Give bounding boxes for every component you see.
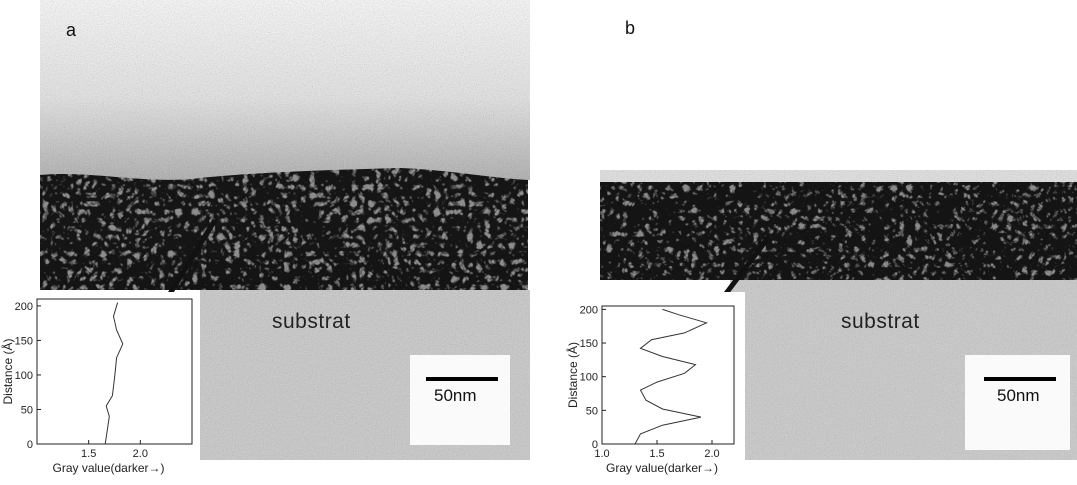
- y-axis-label: Distance (Å): [0, 338, 15, 404]
- scale-bar: [426, 377, 498, 381]
- plot-frame: [36, 298, 193, 445]
- scale-label: 50nm: [997, 386, 1040, 405]
- x-tick-label: 1.0: [594, 448, 609, 460]
- x-tick-label: 2.0: [704, 448, 719, 460]
- tem-micrograph-b: [600, 170, 1077, 460]
- panel-b: b substrat 50nm 0 50 100 150 200 1.0 1.5 2.0 Dis…: [560, 0, 1077, 485]
- y-tick-label: 100: [15, 370, 33, 382]
- panel-label: b: [625, 18, 636, 38]
- y-tick-label: 200: [15, 301, 33, 313]
- y-axis-label: Distance (Å): [565, 342, 580, 408]
- plot-frame: [601, 305, 735, 445]
- y-tick-label: 100: [580, 372, 598, 384]
- x-tick-label: 1.5: [649, 448, 664, 460]
- panel-label: a: [66, 20, 77, 40]
- y-tick-label: 200: [580, 304, 598, 316]
- y-tick-label: 50: [21, 404, 33, 416]
- substrate-label: substrat: [272, 310, 351, 333]
- x-axis-label: Gray value(darker→): [52, 461, 164, 475]
- panel-a: a substrat 50nm 0 50 100 150 200 1.5 2.0 Distan…: [0, 0, 530, 485]
- x-axis-label: Gray value(darker→): [606, 461, 718, 475]
- gray-profile-inset-a: 0 50 100 150 200 1.5 2.0 Distance (Å) Gray value…: [0, 292, 200, 485]
- gray-profile-curve: [634, 308, 708, 445]
- y-tick-label: 150: [580, 338, 598, 350]
- scale-bar: [984, 377, 1056, 381]
- gray-profile-inset-b: 0 50 100 150 200 1.0 1.5 2.0 Distance (Å) Gray va…: [560, 292, 745, 485]
- substrate-label: substrat: [841, 310, 920, 333]
- x-tick-label: 1.5: [81, 448, 96, 460]
- y-tick-label: 50: [586, 405, 598, 417]
- y-tick-label: 0: [592, 439, 598, 451]
- y-tick-label: 150: [15, 335, 33, 347]
- scale-label: 50nm: [434, 386, 477, 405]
- x-tick-label: 2.0: [133, 448, 148, 460]
- y-tick-label: 0: [27, 439, 33, 451]
- tem-micrograph-a: [40, 0, 530, 460]
- gray-profile-curve: [104, 302, 124, 445]
